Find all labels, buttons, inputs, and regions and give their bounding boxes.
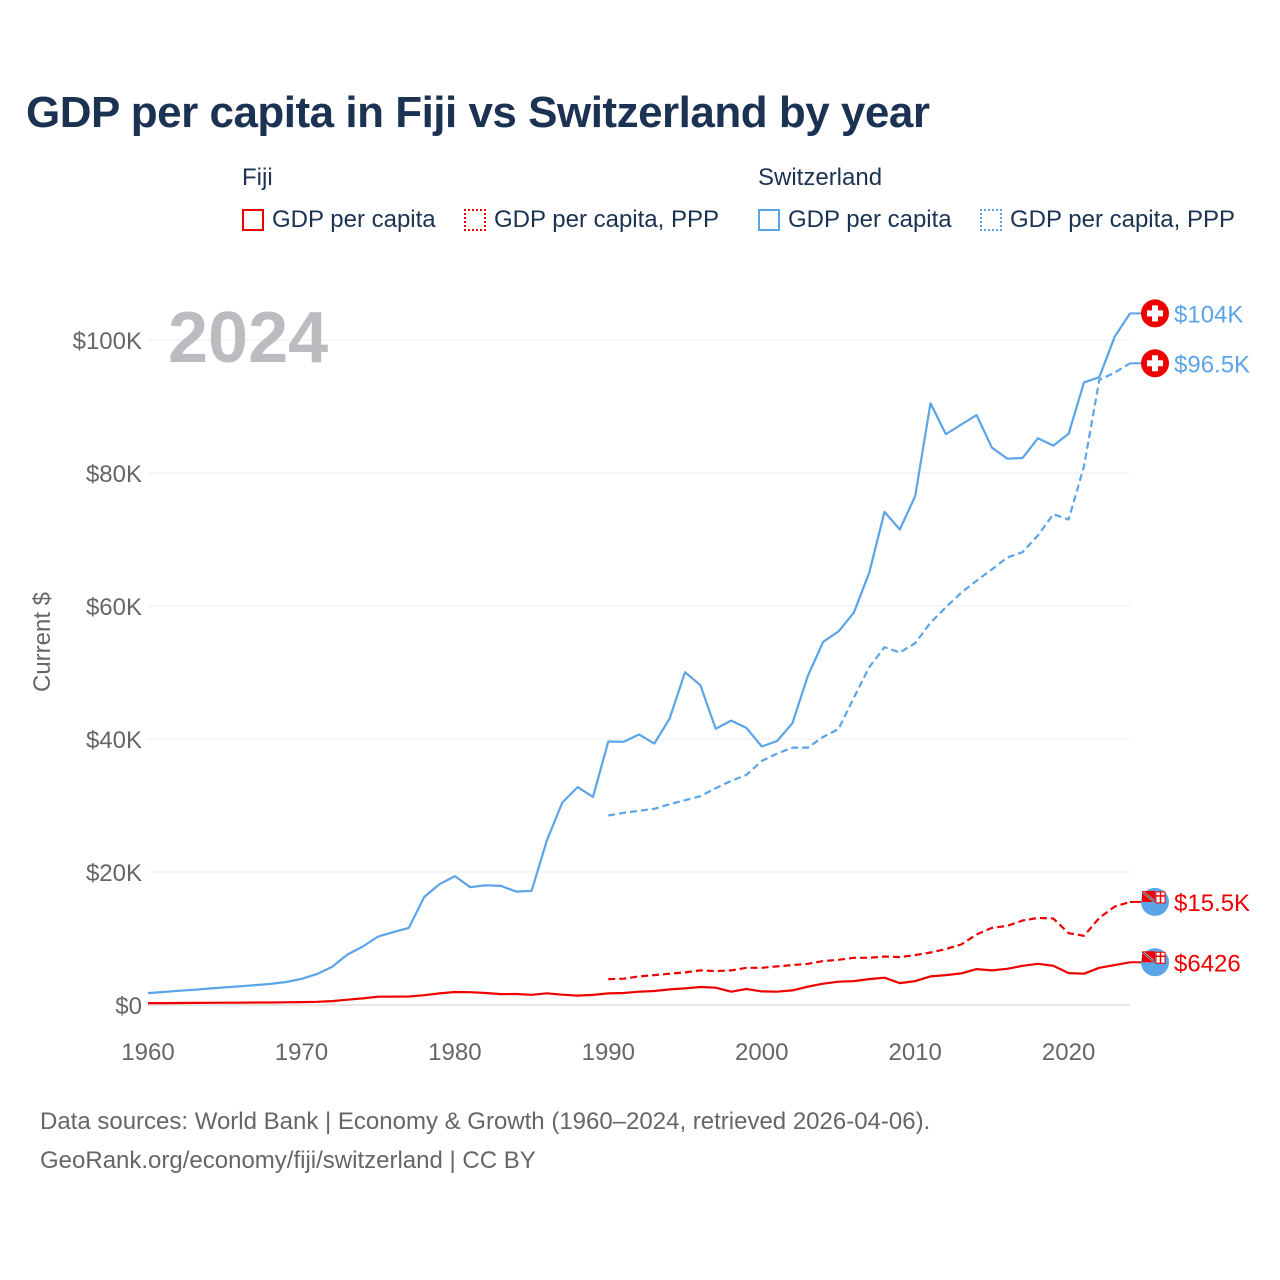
series-line-fiji-gdp-per-capita-ppp — [608, 900, 1131, 981]
y-axis-label: Current $ — [29, 592, 56, 692]
y-tick-label: $0 — [115, 993, 142, 1020]
x-tick-label: 1960 — [121, 1039, 174, 1066]
flag-cross — [1147, 360, 1163, 367]
end-value-label: $96.5K — [1174, 351, 1250, 378]
end-value-label: $104K — [1174, 301, 1243, 328]
x-tick-label: 1970 — [275, 1039, 328, 1066]
x-tick-label: 2000 — [735, 1039, 788, 1066]
x-tick-label: 2020 — [1042, 1039, 1095, 1066]
legend-label: GDP per capita — [272, 206, 436, 233]
footer-sources: Data sources: World Bank | Economy & Gro… — [40, 1108, 931, 1135]
legend-label: GDP per capita, PPP — [1010, 206, 1235, 233]
flag-union-jack-diag — [1142, 891, 1155, 902]
y-tick-label: $20K — [86, 860, 142, 887]
end-value-label: $15.5K — [1174, 890, 1250, 917]
legend-swatch-dotted-red — [464, 209, 486, 231]
flag-union-jack-diag — [1142, 951, 1155, 962]
legend-label: GDP per capita — [788, 206, 952, 233]
y-tick-label: $100K — [73, 328, 142, 355]
legend-swatch-dotted-blue — [980, 209, 1002, 231]
series-line-switzerland-gdp-per-capita — [147, 312, 1131, 995]
x-tick-label: 2010 — [888, 1039, 941, 1066]
legend-group-switzerland: Switzerland — [758, 164, 883, 191]
legend-label: GDP per capita, PPP — [494, 206, 719, 233]
legend-swatch-solid-red — [242, 209, 264, 231]
legend-fiji-gdp-ppp[interactable]: GDP per capita, PPP — [464, 206, 719, 234]
series-line-switzerland-gdp-per-capita-ppp — [608, 362, 1131, 817]
switzerland-flag-icon — [1141, 349, 1169, 378]
chart-title: GDP per capita in Fiji vs Switzerland by… — [26, 88, 930, 137]
y-tick-label: $40K — [86, 727, 142, 754]
series-line-fiji-gdp-per-capita — [148, 961, 1131, 1005]
fiji-flag-icon — [1141, 887, 1169, 916]
legend-switzerland-gdp[interactable]: GDP per capita — [758, 206, 952, 234]
end-value-label: $6426 — [1174, 950, 1241, 977]
x-tick-label: 1990 — [582, 1039, 635, 1066]
legend-swatch-solid-blue — [758, 209, 780, 231]
legend-group-fiji: Fiji — [242, 164, 273, 191]
y-tick-label: $80K — [86, 461, 142, 488]
switzerland-flag-icon — [1141, 299, 1169, 328]
fiji-flag-icon — [1141, 948, 1169, 977]
legend-switzerland-gdp-ppp[interactable]: GDP per capita, PPP — [980, 206, 1235, 234]
x-tick-label: 1980 — [428, 1039, 481, 1066]
footer-link[interactable]: GeoRank.org/economy/fiji/switzerland | C… — [40, 1147, 536, 1174]
y-tick-label: $60K — [86, 594, 142, 621]
year-watermark: 2024 — [168, 298, 328, 378]
flag-cross — [1147, 310, 1163, 317]
legend-fiji-gdp[interactable]: GDP per capita — [242, 206, 436, 234]
